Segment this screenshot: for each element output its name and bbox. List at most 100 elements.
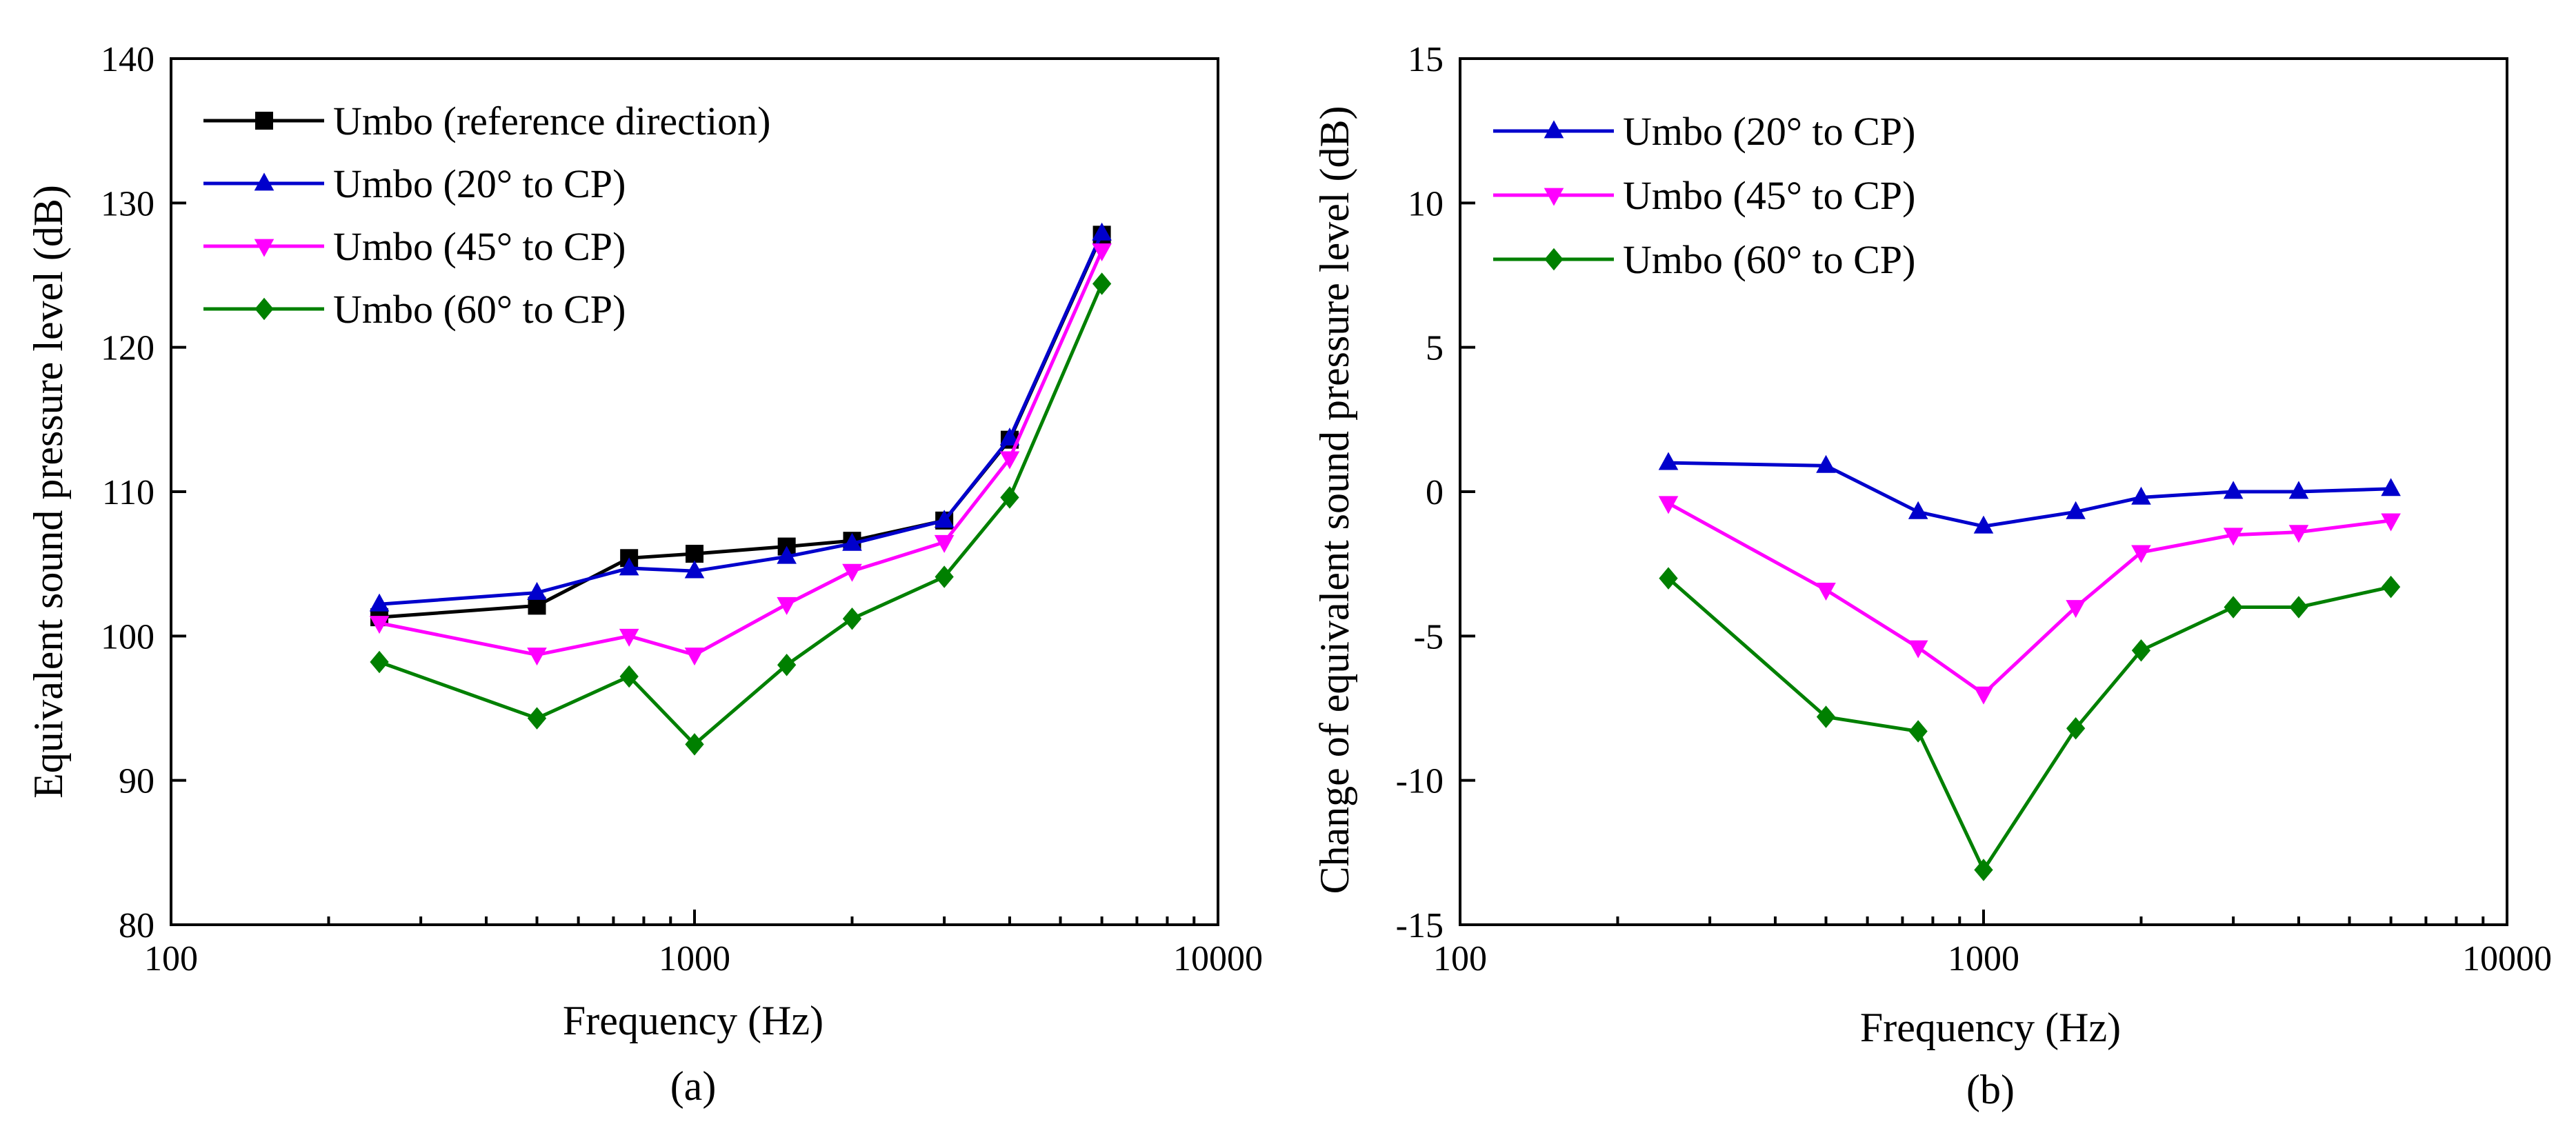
chart-a-caption: (a) — [670, 1063, 717, 1109]
chart-a-data-point — [1000, 486, 1019, 509]
chart-a-ticks: 100 1000 10000 80 90 100 110 120 130 140 — [101, 40, 1263, 979]
chart-a-y-tick-label: 130 — [101, 184, 154, 223]
chart-a-data-point — [935, 565, 954, 588]
chart-a-legend-label: Umbo (45° to CP) — [333, 224, 626, 269]
chart-a-data-point — [1092, 272, 1112, 295]
chart-b-data-point — [1973, 515, 1994, 534]
chart-b-data-point — [2131, 639, 2151, 662]
chart-a-data-point — [685, 733, 704, 756]
chart-a-data-point — [686, 545, 703, 563]
chart-b-data-point — [2066, 717, 2086, 740]
chart-a-data-point — [619, 557, 639, 576]
chart-a-y-tick-label: 140 — [101, 40, 154, 79]
chart-a-x-tick-label: 1000 — [659, 939, 730, 979]
chart-b-data-point — [1816, 454, 1836, 473]
chart-a-legend-label: Umbo (60° to CP) — [333, 287, 626, 332]
chart-a-data-point — [777, 596, 797, 615]
chart-a-data-point — [999, 427, 1020, 445]
chart-a-legend-marker — [254, 239, 274, 257]
chart-b-x-axis-title: Frequency (Hz) — [1860, 1005, 2121, 1050]
chart-b-legend-label: Umbo (45° to CP) — [1623, 173, 1915, 218]
chart-b: 100 1000 10000 -15 -10 -5 0 5 10 15 Umbo (20° to … — [1312, 40, 2552, 1112]
chart-b-marks — [1658, 452, 2401, 881]
chart-b-data-point — [1908, 501, 1928, 519]
chart-a-data-point — [934, 510, 955, 528]
chart-b-data-point — [2288, 481, 2309, 499]
chart-b-x-tick-label: 100 — [1433, 939, 1487, 979]
chart-a-x-tick-label: 10000 — [1173, 939, 1263, 979]
chart-a-data-point — [777, 545, 797, 564]
chart-a-plot-frame — [170, 57, 1219, 926]
chart-b-y-tick-label: 5 — [1426, 329, 1444, 368]
chart-b-ticks: 100 1000 10000 -15 -10 -5 0 5 10 15 — [1396, 40, 2552, 979]
chart-a-data-point — [999, 451, 1020, 470]
chart-b-y-tick-label: 10 — [1408, 184, 1444, 223]
chart-b-y-axis-title: Change of equivalent sound pressure leve… — [1312, 106, 1357, 894]
chart-b-data-point — [2223, 481, 2244, 499]
chart-a-legend-marker — [254, 297, 274, 321]
chart-b-y-tick-label: 15 — [1408, 40, 1444, 79]
chart-a-legend-label: Umbo (reference direction) — [333, 99, 770, 143]
chart-a-y-axis-title: Equivalent sound pressure level (dB) — [26, 185, 71, 799]
chart-a-data-point — [777, 653, 797, 676]
chart-b-y-tick-label: -10 — [1396, 762, 1444, 801]
chart-b-x-tick-label: 1000 — [1948, 939, 2019, 979]
chart-b-y-tick-label: -5 — [1414, 617, 1444, 656]
chart-a-y-tick-label: 110 — [102, 473, 154, 512]
chart-b-data-point — [2066, 600, 2086, 619]
chart-a-legend-marker — [255, 112, 273, 130]
chart-b-data-point — [2131, 486, 2151, 505]
chart-b-data-point — [2288, 525, 2309, 543]
chart-a-data-point — [369, 593, 390, 612]
chart-a-y-tick-label: 100 — [101, 617, 154, 656]
chart-a: 100 1000 10000 80 90 100 110 120 130 140 Umbo (re… — [26, 40, 1263, 1109]
chart-b-data-point — [1816, 705, 1836, 728]
chart-a-data-point — [619, 628, 639, 647]
chart-a-x-tick-label: 100 — [144, 939, 198, 979]
chart-b-data-point — [2223, 528, 2244, 546]
chart-b-legend: Umbo (20° to CP) Umbo (45° to CP) Umbo (60… — [1493, 109, 1915, 282]
chart-a-data-point — [369, 616, 390, 634]
chart-b-data-point — [1908, 640, 1928, 659]
chart-b-data-point — [1973, 686, 1994, 705]
chart-b-legend-marker — [1544, 248, 1564, 271]
chart-b-series-line — [1668, 461, 2391, 528]
chart-a-series-line — [379, 283, 1104, 747]
chart-b-data-point — [2224, 596, 2243, 619]
chart-b-legend-marker — [1544, 188, 1564, 206]
chart-b-legend-marker — [1544, 120, 1564, 139]
chart-b-data-point — [2131, 545, 2151, 563]
chart-a-data-point — [527, 707, 547, 730]
chart-a-data-point — [1092, 222, 1112, 241]
chart-b-data-point — [1816, 582, 1836, 601]
chart-b-data-point — [2066, 501, 2086, 519]
chart-b-legend-label: Umbo (60° to CP) — [1623, 237, 1915, 282]
chart-b-data-point — [1658, 452, 1679, 470]
chart-a-data-point — [684, 560, 705, 579]
chart-a-legend-label: Umbo (20° to CP) — [333, 161, 626, 206]
chart-b-data-point — [1658, 496, 1679, 514]
chart-a-y-tick-label: 90 — [119, 762, 154, 801]
chart-b-series-line — [1667, 576, 2392, 874]
chart-a-marks — [369, 222, 1112, 756]
chart-a-data-point — [527, 581, 547, 600]
chart-a-data-point — [619, 665, 639, 688]
chart-b-y-tick-label: -15 — [1396, 906, 1444, 945]
chart-a-data-point — [1092, 243, 1112, 262]
chart-b-data-point — [2381, 513, 2401, 532]
chart-a-legend: Umbo (reference direction) Umbo (20° to C… — [203, 99, 770, 332]
chart-b-data-point — [2381, 478, 2401, 497]
chart-b-legend-label: Umbo (20° to CP) — [1623, 109, 1915, 154]
chart-a-y-tick-label: 80 — [119, 906, 154, 945]
chart-b-data-point — [1908, 720, 1928, 743]
chart-b-data-point — [2381, 575, 2401, 599]
chart-a-y-tick-label: 120 — [101, 329, 154, 368]
chart-a-legend-marker — [254, 172, 274, 191]
chart-a-data-point — [934, 534, 955, 553]
chart-b-x-tick-label: 10000 — [2462, 939, 2552, 979]
chart-a-data-point — [842, 532, 862, 551]
chart-b-caption: (b) — [1966, 1067, 2015, 1112]
chart-a-data-point — [684, 648, 705, 666]
chart-b-series-line — [1667, 501, 2391, 696]
